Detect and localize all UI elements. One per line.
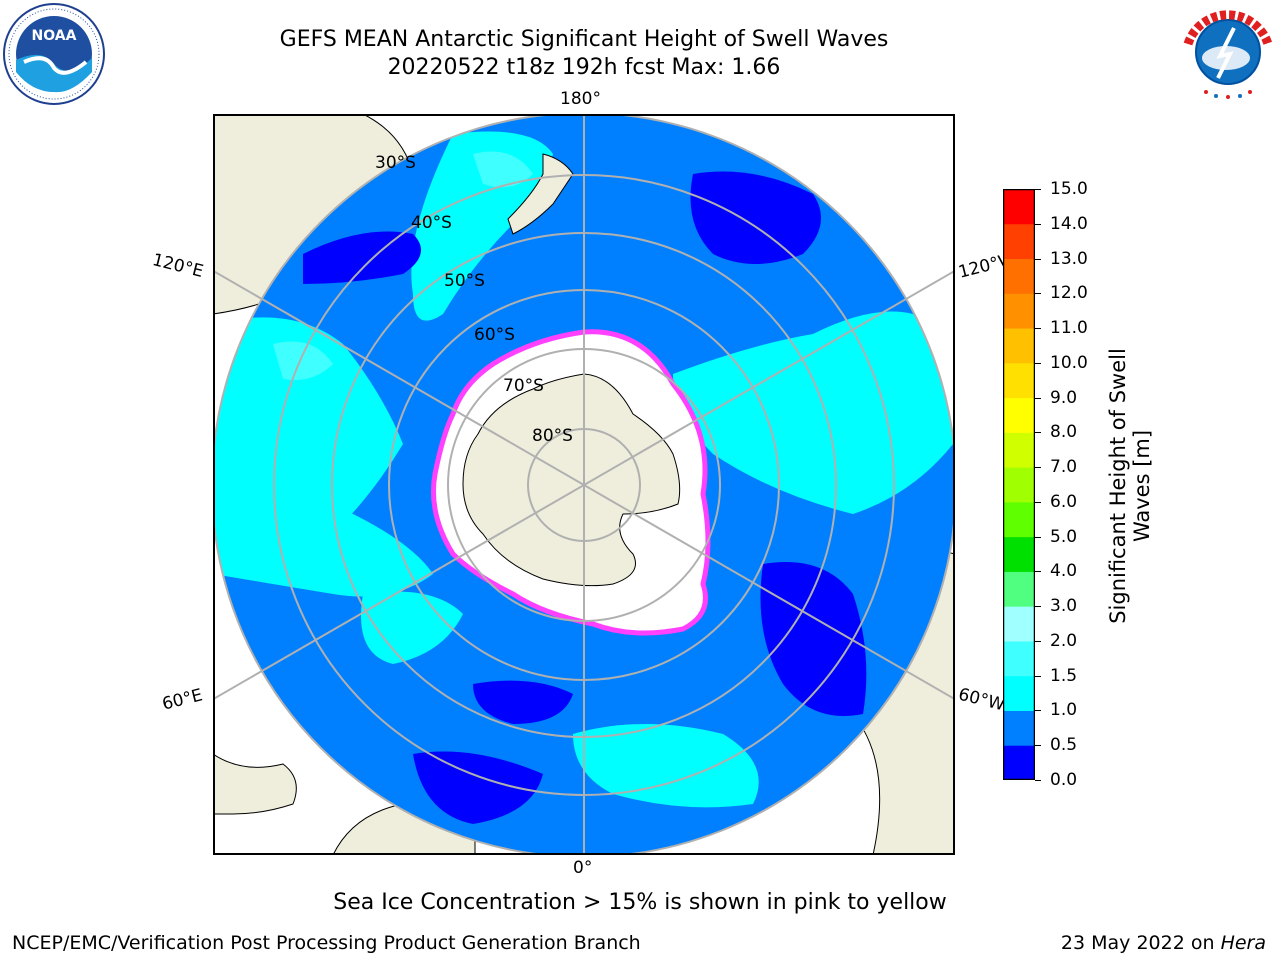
colorbar bbox=[1002, 188, 1036, 781]
colorbar-tick-label: 15.0 bbox=[1050, 179, 1088, 199]
lat-label-30s: 30°S bbox=[375, 153, 416, 173]
colorbar-segment bbox=[1003, 223, 1035, 260]
lat-label-60s: 60°S bbox=[474, 325, 515, 345]
colorbar-segment bbox=[1003, 640, 1035, 677]
lon-label-0: 0° bbox=[573, 858, 593, 878]
swell-band-0-0p5 bbox=[760, 562, 867, 716]
colorbar-tick-mark bbox=[1035, 223, 1041, 225]
colorbar-tick-label: 12.0 bbox=[1050, 283, 1088, 304]
lat-label-80s: 80°S bbox=[532, 426, 573, 446]
colorbar-tick-label: 1.5 bbox=[1050, 665, 1078, 686]
swell-band-0-0p5 bbox=[690, 171, 821, 264]
credit-text: NCEP/EMC/Verification Post Processing Pr… bbox=[12, 932, 641, 954]
colorbar-segment bbox=[1003, 745, 1035, 781]
lon-label-60w: 60°W bbox=[956, 684, 1007, 716]
colorbar-tick-mark bbox=[1035, 675, 1041, 677]
colorbar-tick-mark bbox=[1035, 189, 1041, 190]
swell-band-1p5-2 bbox=[473, 151, 533, 188]
colorbar-tick-mark bbox=[1035, 293, 1041, 295]
colorbar-ticks: 0.0 0.5 1.0 1.5 2.0 3.0 4.0 5.0 6.0 7.0 8.0 9.0 10.0… bbox=[1035, 179, 1095, 790]
colorbar-label-line-1: Significant Height of Swell bbox=[1106, 348, 1130, 624]
colorbar-tick-label: 6.0 bbox=[1050, 491, 1078, 512]
title-line-1: GEFS MEAN Antarctic Significant Height o… bbox=[279, 27, 889, 52]
colorbar-segment bbox=[1003, 328, 1035, 364]
colorbar-segment bbox=[1003, 675, 1035, 711]
colorbar-tick-label: 5.0 bbox=[1050, 526, 1078, 547]
colorbar-tick-mark bbox=[1035, 467, 1041, 469]
colorbar-tick-mark bbox=[1035, 328, 1041, 330]
colorbar-segment bbox=[1003, 362, 1035, 399]
colorbar-tick-label: 9.0 bbox=[1050, 387, 1078, 408]
swell-band-0-0p5 bbox=[303, 231, 421, 284]
lat-label-70s: 70°S bbox=[503, 376, 544, 396]
colorbar-segment bbox=[1003, 258, 1035, 294]
lon-label-120e: 120°E bbox=[150, 250, 206, 282]
colorbar-tick-mark bbox=[1035, 536, 1041, 538]
colorbar-tick-mark bbox=[1035, 362, 1041, 364]
lat-label-40s: 40°S bbox=[411, 213, 452, 233]
colorbar-tick-label: 11.0 bbox=[1050, 318, 1088, 339]
sea-ice-note: Sea Ice Concentration > 15% is shown in … bbox=[333, 890, 947, 915]
colorbar-segment bbox=[1003, 293, 1035, 329]
date-text: 23 May 2022 on Hera bbox=[1061, 932, 1266, 954]
colorbar-tick-label: 7.0 bbox=[1050, 457, 1078, 478]
national-weather-service-logo bbox=[1176, 2, 1280, 102]
colorbar-tick-label: 3.0 bbox=[1050, 596, 1078, 617]
colorbar-tick-mark bbox=[1035, 745, 1041, 747]
swell-band-1-1p5 bbox=[573, 724, 759, 808]
swell-band-0-0p5 bbox=[473, 680, 573, 724]
colorbar-segment bbox=[1003, 571, 1035, 607]
colorbar-segment bbox=[1003, 501, 1035, 538]
date-label: 23 May 2022 on bbox=[1060, 932, 1215, 954]
colorbar-tick-mark bbox=[1035, 640, 1041, 642]
colorbar-segment bbox=[1003, 467, 1035, 503]
colorbar-segment bbox=[1003, 606, 1035, 642]
colorbar-tick-mark bbox=[1035, 710, 1041, 712]
colorbar-tick-mark bbox=[1035, 571, 1041, 573]
colorbar-segment bbox=[1003, 432, 1035, 468]
colorbar-tick-mark bbox=[1035, 501, 1041, 503]
title-line-2: 20220522 t18z 192h fcst Max: 1.66 bbox=[387, 55, 781, 80]
colorbar-tick-label: 8.0 bbox=[1050, 422, 1078, 443]
swell-band-1-1p5 bbox=[213, 491, 433, 597]
noaa-logo: NOAA bbox=[2, 2, 106, 106]
colorbar-segment bbox=[1003, 189, 1035, 225]
lon-label-180: 180° bbox=[560, 89, 601, 109]
swell-band-1-1p5 bbox=[673, 311, 953, 514]
swell-band-1-1p5 bbox=[361, 591, 463, 664]
colorbar-tick-label: 13.0 bbox=[1050, 248, 1088, 269]
colorbar-tick-mark bbox=[1035, 432, 1041, 434]
colorbar-tick-mark bbox=[1035, 606, 1041, 608]
colorbar-tick-label: 1.0 bbox=[1050, 700, 1078, 721]
colorbar-tick-label: 14.0 bbox=[1050, 213, 1088, 234]
colorbar-tick-label: 0.0 bbox=[1050, 770, 1078, 790]
colorbar-label: Significant Height of Swell Waves [m] bbox=[1106, 348, 1154, 624]
colorbar-tick-label: 4.0 bbox=[1050, 561, 1078, 582]
colorbar-tick-mark bbox=[1035, 397, 1041, 399]
noaa-logo-text: NOAA bbox=[32, 28, 77, 44]
swell-band-1p5-2 bbox=[273, 341, 333, 380]
lat-label-50s: 50°S bbox=[444, 271, 485, 291]
colorbar-tick-mark bbox=[1035, 780, 1041, 781]
colorbar-tick-mark bbox=[1035, 258, 1041, 260]
antarctica-land bbox=[462, 373, 681, 587]
colorbar-tick-label: 0.5 bbox=[1050, 735, 1078, 756]
colorbar-segment bbox=[1003, 710, 1035, 746]
colorbar-label-line-2: Waves [m] bbox=[1130, 429, 1154, 543]
colorbar-segment bbox=[1003, 536, 1035, 572]
madagascar-land bbox=[212, 753, 297, 815]
polar-map: 30°S 40°S 50°S 60°S 70°S 80°S bbox=[209, 109, 959, 860]
colorbar-segment bbox=[1003, 397, 1035, 433]
colorbar-tick-label: 10.0 bbox=[1050, 352, 1088, 373]
lon-label-60e: 60°E bbox=[160, 685, 205, 715]
machine-name: Hera bbox=[1220, 932, 1266, 954]
new-zealand-land bbox=[507, 153, 574, 235]
colorbar-tick-label: 2.0 bbox=[1050, 630, 1078, 651]
swell-band-0-0p5 bbox=[413, 751, 543, 824]
